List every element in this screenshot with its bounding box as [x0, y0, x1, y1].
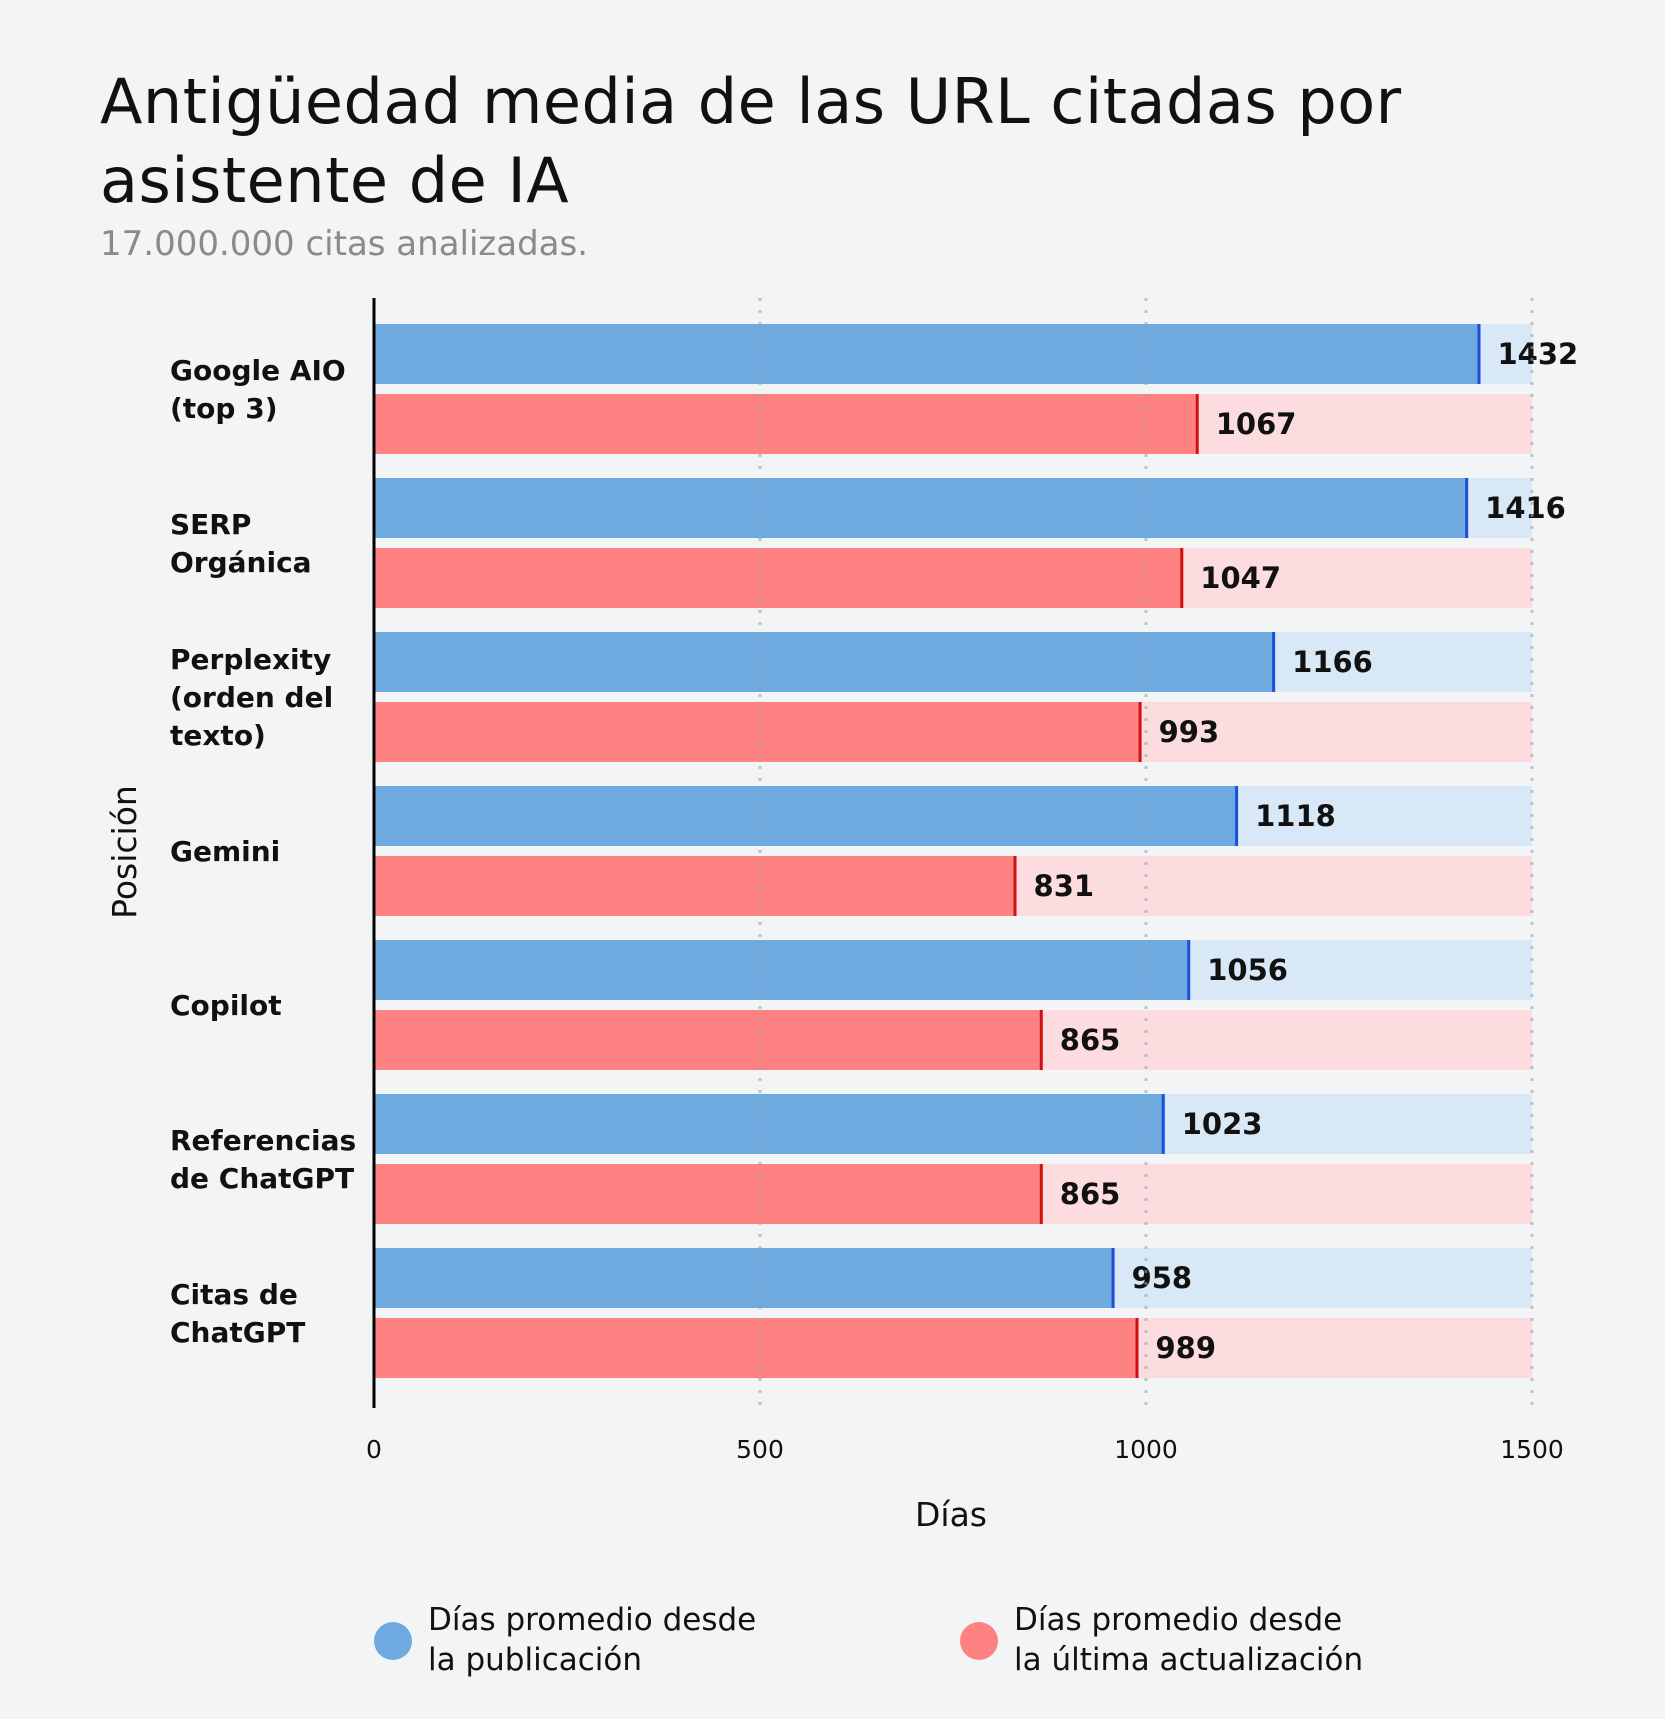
category-label: (orden del [170, 681, 333, 714]
category-label: Citas de [170, 1278, 298, 1311]
category-label: Copilot [170, 989, 282, 1022]
legend-item-publication: Días promedio desde la publicación [374, 1600, 756, 1680]
data-label: 1056 [1207, 953, 1288, 987]
data-label: 1047 [1200, 561, 1281, 595]
data-label: 1166 [1292, 645, 1373, 679]
category-label: (top 3) [170, 392, 278, 425]
category-label: de ChatGPT [170, 1162, 354, 1195]
data-label: 1067 [1216, 407, 1297, 441]
data-label: 1432 [1498, 337, 1579, 371]
bar [374, 1094, 1164, 1154]
data-label: 831 [1034, 869, 1095, 903]
data-label: 1023 [1182, 1107, 1263, 1141]
bar [374, 394, 1198, 454]
bar [374, 786, 1238, 846]
bar-end-marker [1187, 940, 1191, 1000]
bar [374, 548, 1183, 608]
bar [374, 1318, 1138, 1378]
category-label: Perplexity [170, 643, 331, 676]
bar [374, 478, 1468, 538]
bar-end-marker [1465, 478, 1469, 538]
bar-end-marker [1477, 324, 1481, 384]
legend-item-update: Días promedio desde la última actualizac… [960, 1600, 1363, 1680]
legend-swatch-red [960, 1622, 998, 1660]
category-label: Orgánica [170, 546, 312, 579]
bar-end-marker [1135, 1318, 1139, 1378]
bar-end-marker [1195, 394, 1199, 454]
bar [374, 632, 1275, 692]
category-label: Referencias [170, 1124, 356, 1157]
bar-end-marker [1180, 548, 1184, 608]
bar [374, 324, 1480, 384]
bar [374, 856, 1016, 916]
category-label: Gemini [170, 835, 280, 868]
category-label: ChatGPT [170, 1316, 305, 1349]
chart-subtitle: 17.000.000 citas analizadas. [100, 224, 589, 264]
bar [374, 1010, 1042, 1070]
bar [374, 1164, 1042, 1224]
data-label: 989 [1156, 1331, 1217, 1365]
legend-label: la publicación [428, 1642, 643, 1678]
bar-end-marker [1111, 1248, 1115, 1308]
bar [374, 702, 1141, 762]
data-label: 1118 [1255, 799, 1336, 833]
bar-end-marker [1138, 702, 1142, 762]
legend-label: Días promedio desde [428, 1602, 757, 1638]
x-tick-label: 1500 [1500, 1435, 1564, 1464]
bar-end-marker [1235, 786, 1239, 846]
chart-title: Antigüedad media de las URL citadas por … [100, 65, 1402, 217]
legend-label: Días promedio desde [1014, 1602, 1343, 1638]
bar-end-marker [1272, 632, 1276, 692]
bar [374, 1248, 1114, 1308]
category-label: Google AIO [170, 354, 346, 387]
bar-end-marker [1161, 1094, 1165, 1154]
x-tick-label: 0 [366, 1435, 382, 1464]
legend-swatch-blue [374, 1622, 412, 1660]
bar-end-marker [1039, 1010, 1043, 1070]
y-axis-title: Posición [105, 785, 144, 919]
legend-label: la última actualización [1014, 1642, 1364, 1678]
data-label: 958 [1132, 1261, 1193, 1295]
x-axis-title: Días [915, 1495, 987, 1534]
category-label: SERP [170, 508, 251, 541]
data-label: 1416 [1485, 491, 1566, 525]
bar-end-marker [1039, 1164, 1043, 1224]
data-label: 993 [1159, 715, 1220, 749]
category-label: texto) [170, 719, 266, 752]
bar [374, 940, 1190, 1000]
data-label: 865 [1060, 1177, 1121, 1211]
x-tick-label: 1000 [1114, 1435, 1178, 1464]
bar-end-marker [1013, 856, 1017, 916]
data-label: 865 [1060, 1023, 1121, 1057]
x-tick-label: 500 [736, 1435, 784, 1464]
